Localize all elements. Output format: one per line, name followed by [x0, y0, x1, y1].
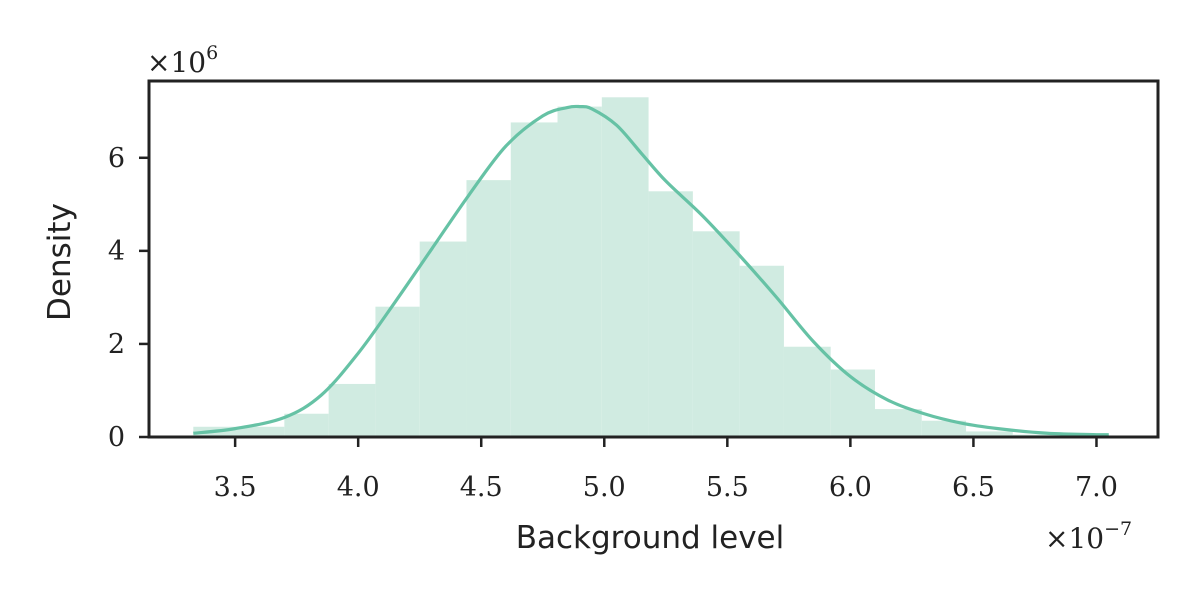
y-tick-label: 2: [108, 329, 125, 360]
histogram-bar: [692, 231, 740, 437]
histogram-bars: [193, 97, 1109, 437]
y-axis-ticks: 0 2 4 6: [108, 143, 149, 453]
histogram-bar: [921, 420, 967, 437]
histogram-bar: [375, 306, 420, 437]
histogram-bar: [419, 241, 467, 437]
histogram-bar: [874, 409, 922, 437]
histogram-bar: [193, 426, 285, 437]
histogram-bar: [830, 369, 875, 437]
x-axis-label: Background level: [516, 520, 785, 556]
x-tick-label: 6.5: [952, 472, 995, 503]
x-tick-label: 4.0: [337, 472, 380, 503]
y-multiplier-base: ×10: [147, 46, 206, 79]
histogram-bar: [510, 122, 558, 437]
histogram-bar: [466, 180, 511, 437]
y-tick-label: 4: [108, 236, 125, 267]
histogram-bar: [328, 383, 376, 437]
histogram-bar: [966, 431, 1013, 437]
x-multiplier-exponent: −7: [1104, 518, 1132, 540]
x-tick-label: 5.5: [706, 472, 749, 503]
x-tick-label: 3.5: [214, 472, 257, 503]
x-tick-label: 5.0: [583, 472, 626, 503]
histogram-bar: [648, 191, 693, 437]
histogram-bar: [783, 346, 831, 437]
y-tick-label: 6: [108, 143, 125, 174]
histogram-bar: [557, 106, 602, 437]
y-multiplier-exponent: 6: [206, 42, 218, 64]
x-multiplier-base: ×10: [1045, 522, 1104, 555]
kde-curve: [193, 104, 1109, 437]
x-axis-multiplier: ×10−7: [1045, 518, 1132, 555]
histogram-bar: [601, 97, 649, 437]
y-axis-multiplier: ×106: [147, 42, 218, 79]
histogram-bar: [739, 265, 784, 437]
plot-frame: [147, 79, 1160, 439]
x-axis-ticks: 3.5 4.0 4.5 5.0 5.5 6.0 6.5 7.0: [214, 437, 1118, 503]
y-tick-label: 0: [108, 422, 125, 453]
x-tick-label: 6.0: [829, 472, 872, 503]
histogram-bar: [284, 413, 329, 437]
x-tick-label: 7.0: [1075, 472, 1118, 503]
y-axis-label: Density: [42, 203, 78, 321]
x-tick-label: 4.5: [460, 472, 503, 503]
